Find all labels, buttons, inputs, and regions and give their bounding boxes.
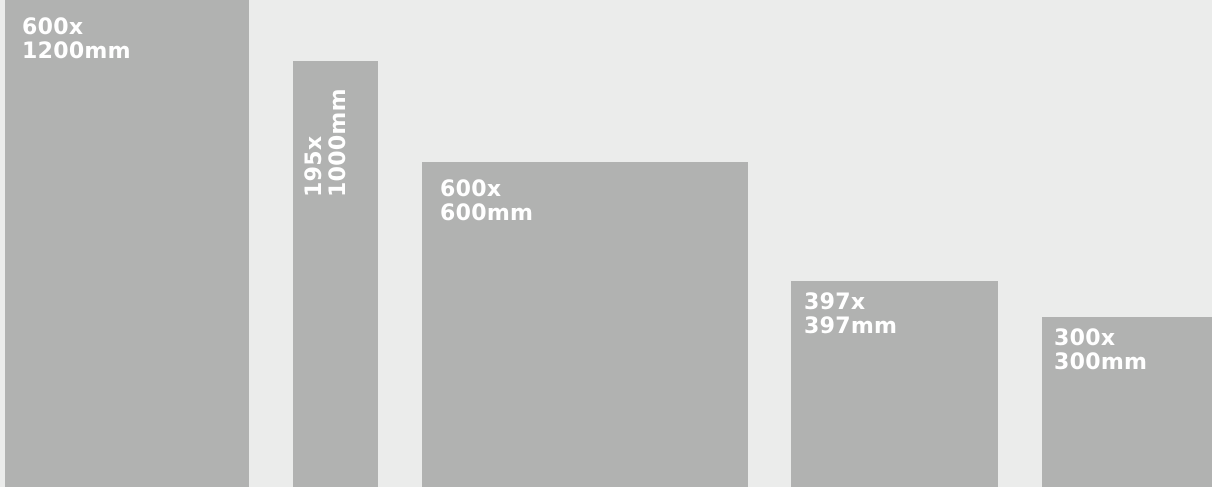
tile-size-label: 195x 1000mm [302,88,351,197]
tile-width-text: 600x [440,177,502,202]
tile-height-text: 600mm [440,201,534,226]
tile-size-label: 600x 1200mm [22,16,131,64]
tile-size-label: 397x 397mm [804,291,897,339]
tile-397x397: 397x 397mm [791,281,998,487]
tile-width-text: 397x [804,290,866,315]
tile-height-text: 1200mm [22,39,131,64]
tile-size-label: 600x 600mm [440,178,533,226]
tile-300x300: 300x 300mm [1042,317,1212,487]
tile-600x1200: 600x 1200mm [5,0,249,487]
tile-height-text: 1000mm [326,88,351,197]
tile-width-text: 300x [1054,326,1116,351]
tile-height-text: 397mm [804,314,898,339]
tile-600x600: 600x 600mm [422,162,748,487]
tile-size-label: 300x 300mm [1054,327,1147,375]
tile-width-text: 600x [22,15,84,40]
tile-height-text: 300mm [1054,350,1148,375]
tile-195x1000: 195x 1000mm [293,61,378,487]
tile-width-text: 195x [302,135,327,197]
